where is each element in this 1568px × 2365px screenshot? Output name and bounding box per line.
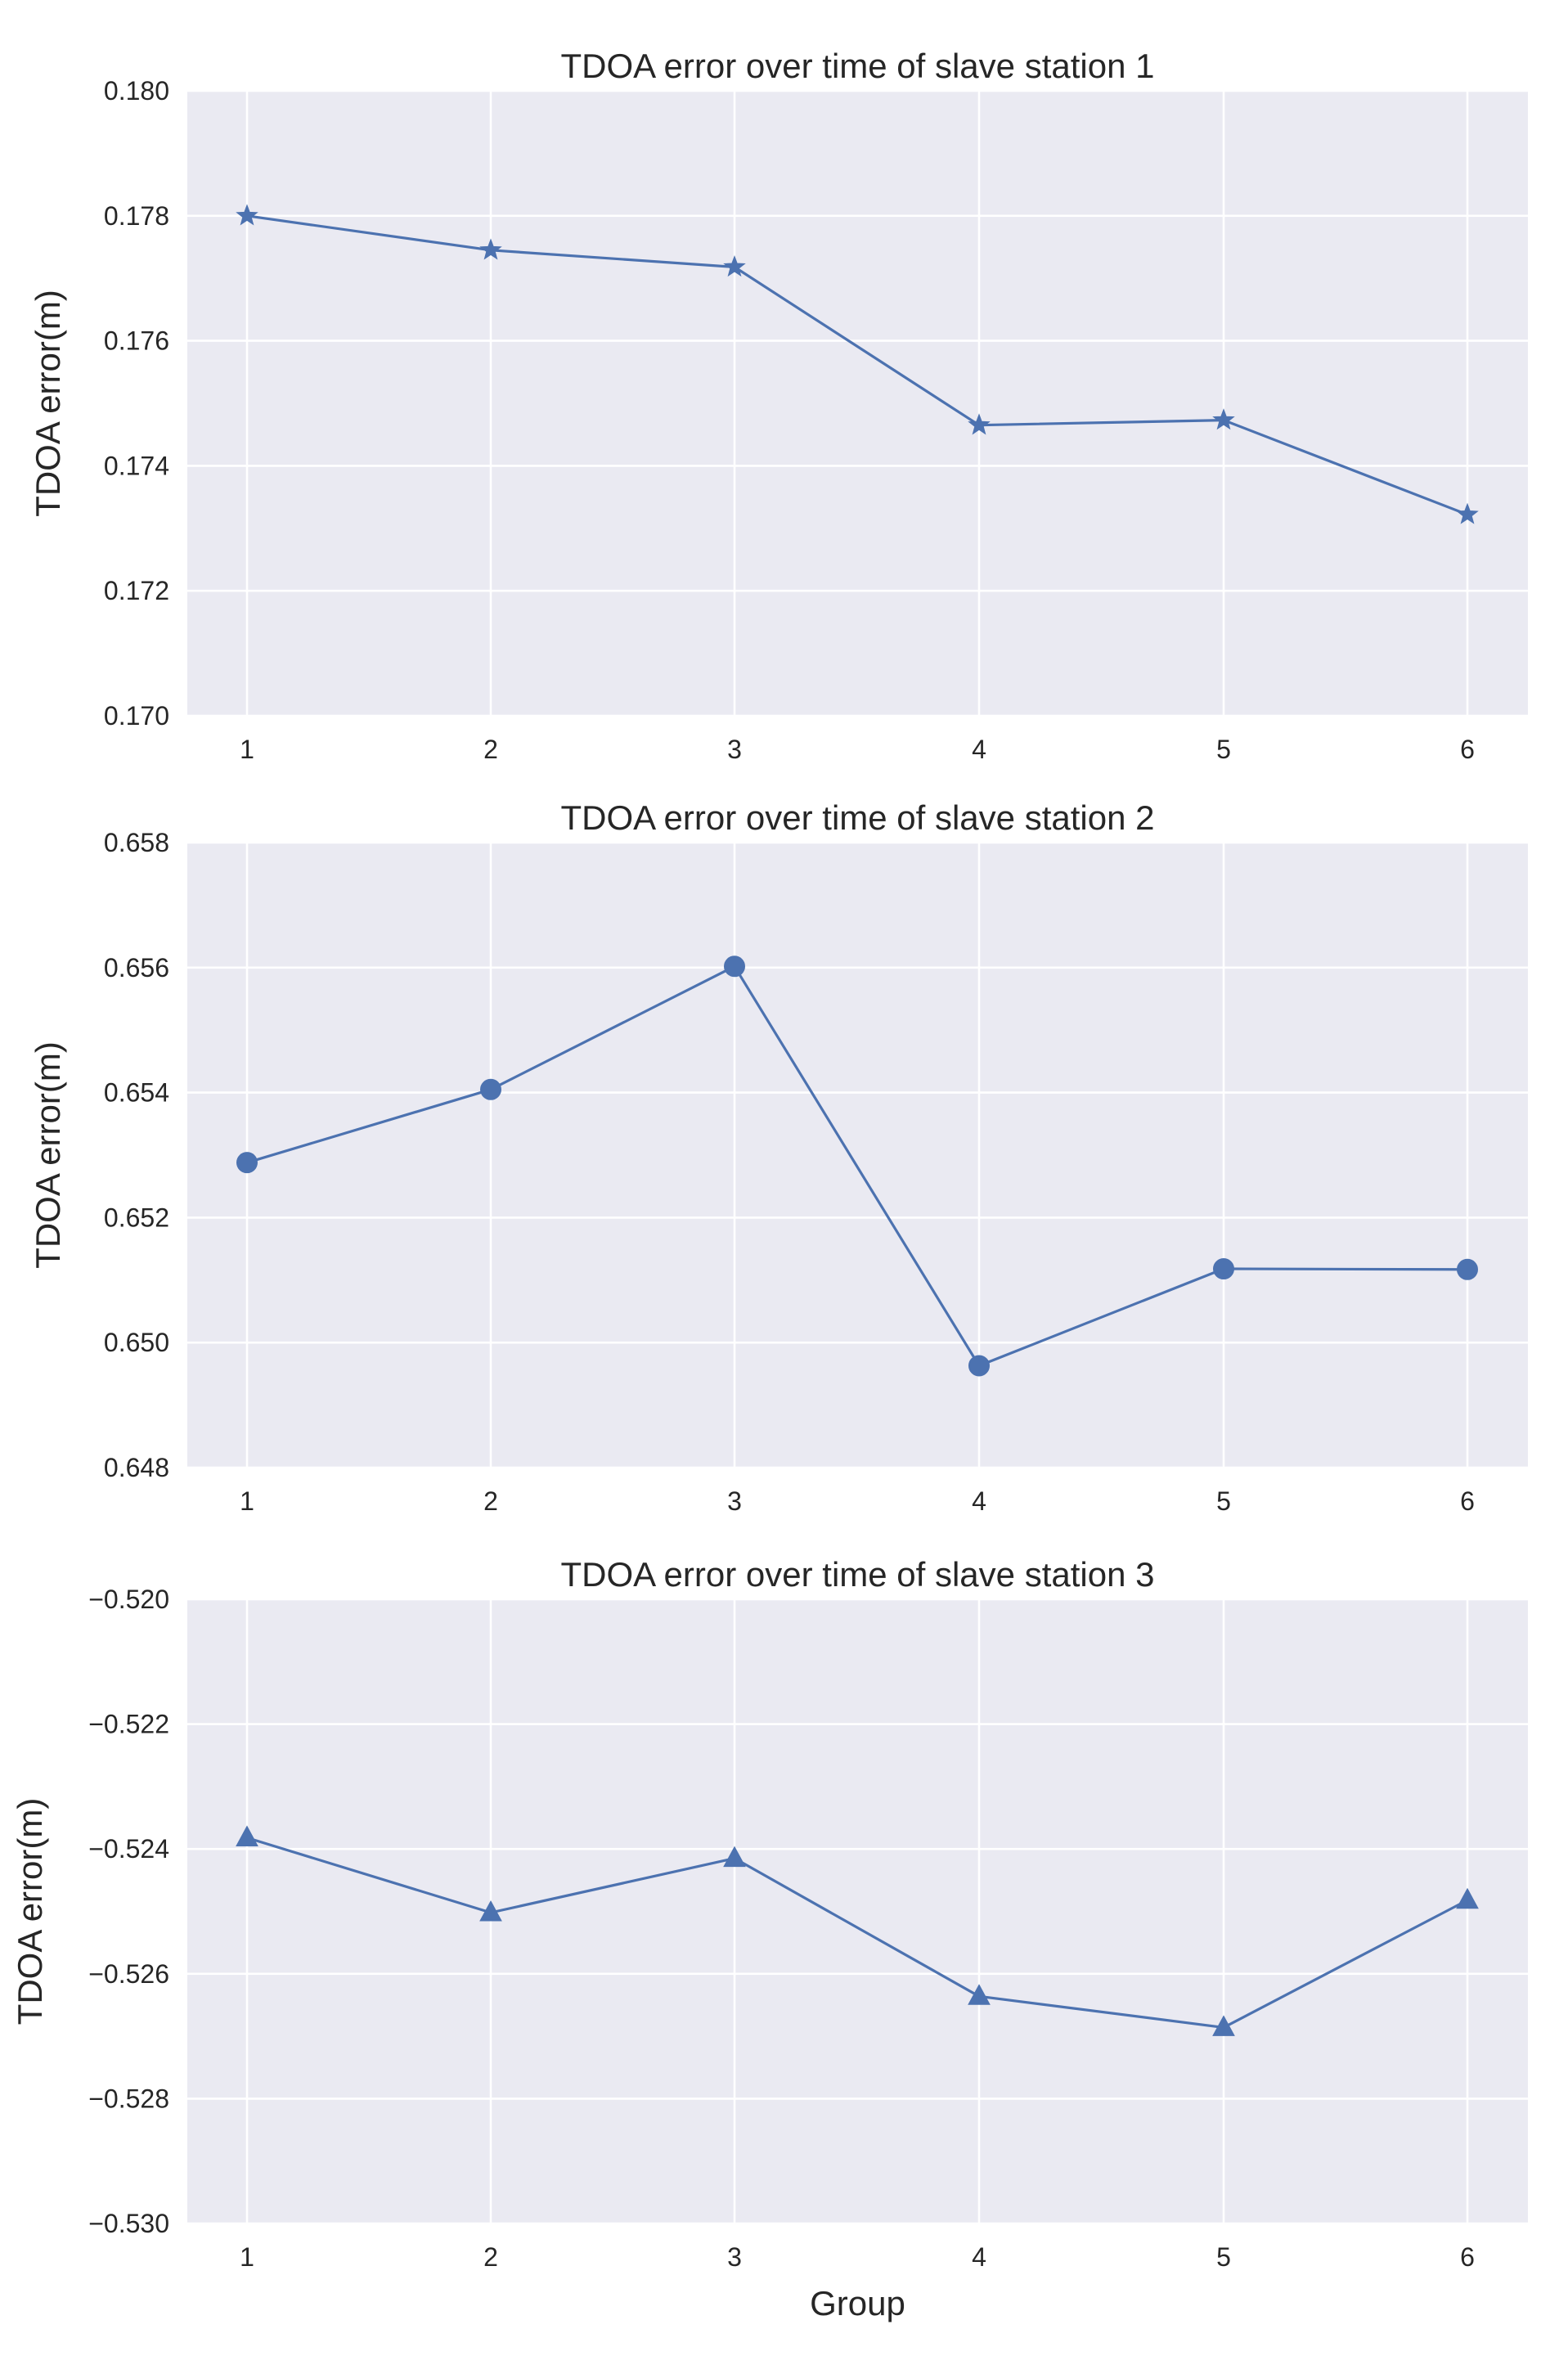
x-tick-label: 4 <box>972 2242 986 2272</box>
x-axis-label: Group <box>810 2284 905 2322</box>
y-tick-label: −0.528 <box>88 2084 169 2113</box>
data-point-triangle-3 <box>723 1846 746 1868</box>
x-tick-label: 6 <box>1460 1486 1475 1516</box>
x-tick-label: 5 <box>1216 2242 1231 2272</box>
x-tick-label: 1 <box>240 735 254 764</box>
data-point-circle-6 <box>1457 1258 1478 1280</box>
series-line <box>246 1836 1468 2029</box>
y-tick-label: −0.522 <box>88 1710 169 1739</box>
y-tick-label: −0.530 <box>88 2209 169 2238</box>
plot-area <box>187 91 1528 716</box>
data-point-triangle-5 <box>1212 2015 1235 2036</box>
series-line <box>246 214 1468 516</box>
data-point-star-1 <box>236 204 258 226</box>
data-point-circle-3 <box>724 955 745 978</box>
data-point-circle-4 <box>968 1355 990 1377</box>
y-axis-label: TDOA error(m) <box>29 290 67 517</box>
x-tick-label: 1 <box>240 1486 254 1516</box>
y-tick-label: −0.520 <box>88 1585 169 1614</box>
data-point-star-3 <box>723 254 746 277</box>
plot-area <box>187 843 1528 1468</box>
data-point-triangle-6 <box>1456 1887 1479 1909</box>
y-tick-label: 0.654 <box>104 1078 169 1108</box>
y-tick-label: 0.650 <box>104 1328 169 1357</box>
x-tick-label: 3 <box>727 1486 742 1516</box>
data-point-star-5 <box>1212 408 1235 430</box>
series-line <box>246 964 1468 1368</box>
subplot-1: 0.170 0.172 0.174 0.176 0.178 0.180 1 2 3 4 5 6 TDOA… <box>29 47 1528 764</box>
x-tick-label: 2 <box>483 2242 498 2272</box>
y-tick-label: 0.180 <box>104 76 169 106</box>
x-tick-label: 6 <box>1460 735 1475 764</box>
x-tick-label: 4 <box>972 1486 986 1516</box>
subplot-2: 0.648 0.650 0.652 0.654 0.656 0.658 1 2 3 4 5 6 TDOA… <box>29 798 1528 1516</box>
y-tick-label: 0.170 <box>104 701 169 731</box>
data-point-circle-5 <box>1213 1258 1234 1280</box>
x-tick-label: 5 <box>1216 1486 1231 1516</box>
x-tick-label: 1 <box>240 2242 254 2272</box>
data-point-star-2 <box>479 238 502 260</box>
y-tick-label: 0.176 <box>104 326 169 356</box>
y-tick-label: 0.656 <box>104 953 169 982</box>
plot-area <box>187 1599 1528 2223</box>
chart-title: TDOA error over time of slave station 1 <box>561 47 1155 85</box>
y-tick-label: −0.526 <box>88 1959 169 1989</box>
data-point-triangle-1 <box>236 1825 258 1846</box>
x-tick-label: 6 <box>1460 2242 1475 2272</box>
y-axis-label: TDOA error(m) <box>11 1798 49 2026</box>
chart-title: TDOA error over time of slave station 3 <box>561 1555 1155 1594</box>
data-point-triangle-2 <box>479 1900 502 1922</box>
y-tick-label: 0.658 <box>104 828 169 857</box>
y-tick-label: 0.648 <box>104 1453 169 1482</box>
y-tick-label: 0.178 <box>104 201 169 231</box>
y-tick-label: 0.652 <box>104 1203 169 1232</box>
x-tick-label: 2 <box>483 1486 498 1516</box>
x-tick-label: 5 <box>1216 735 1231 764</box>
data-point-circle-2 <box>480 1078 501 1100</box>
x-tick-label: 2 <box>483 735 498 764</box>
y-axis-label: TDOA error(m) <box>29 1041 67 1269</box>
x-tick-label: 4 <box>972 735 986 764</box>
x-tick-label: 3 <box>727 2242 742 2272</box>
chart-title: TDOA error over time of slave station 2 <box>561 798 1155 837</box>
data-point-star-4 <box>968 413 991 435</box>
y-tick-label: 0.174 <box>104 451 169 480</box>
y-tick-label: 0.172 <box>104 576 169 605</box>
subplot-3: −0.530 −0.528 −0.526 −0.524 −0.522 −0.520 1 2 3 4… <box>11 1555 1528 2322</box>
data-point-circle-1 <box>236 1152 258 1174</box>
x-tick-label: 3 <box>727 735 742 764</box>
data-point-triangle-4 <box>968 1984 991 2005</box>
y-tick-label: −0.524 <box>88 1834 169 1864</box>
data-point-star-6 <box>1456 502 1479 524</box>
